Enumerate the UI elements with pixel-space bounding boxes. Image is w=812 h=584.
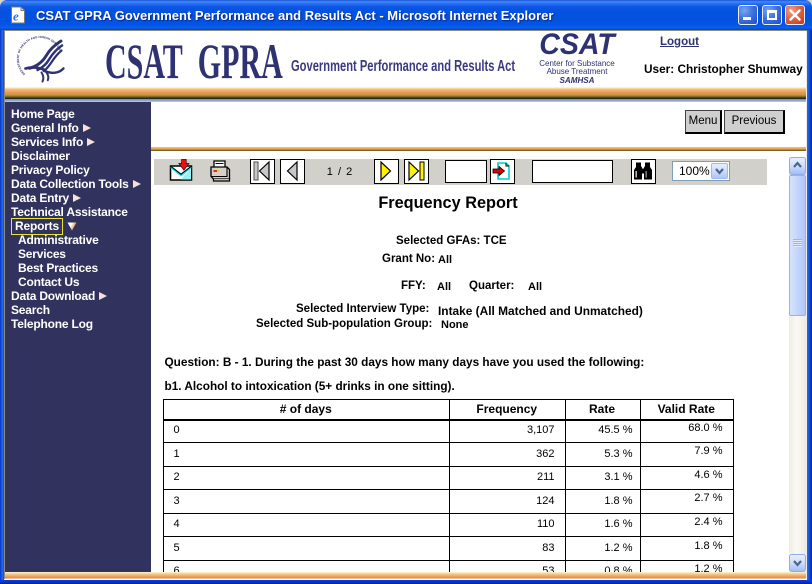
- svg-text:e: e: [13, 9, 19, 24]
